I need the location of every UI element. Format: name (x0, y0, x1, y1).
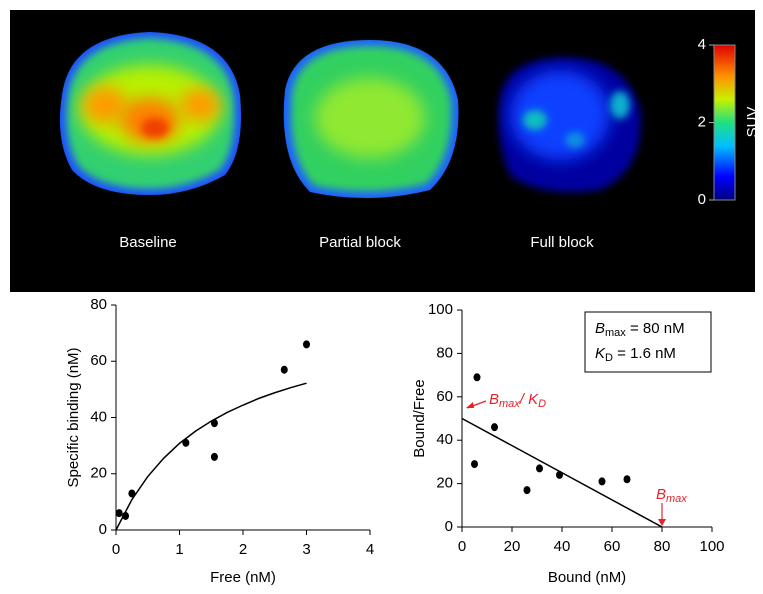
colorbar-tick-label: 4 (698, 36, 706, 53)
colorbar (713, 44, 736, 201)
y-tick-label: 80 (436, 344, 453, 361)
x-tick-label: 100 (699, 538, 724, 555)
annotation-text: B (656, 486, 666, 503)
y-tick-label: 60 (90, 352, 107, 369)
y-tick-label: 60 (436, 388, 453, 405)
arrow-head (658, 519, 666, 526)
data-point (122, 511, 130, 520)
colorbar-tick-label: 0 (698, 191, 706, 208)
annotation-text: = 80 nM (626, 320, 685, 337)
data-point (128, 489, 136, 498)
data-point (210, 419, 218, 428)
pet-image-partial (283, 40, 459, 199)
y-tick-label: 0 (445, 518, 453, 535)
subscript: D (538, 398, 546, 410)
image-label: Baseline (119, 234, 177, 251)
annotation: Bmax = 80 nM (595, 320, 685, 339)
arrow-head (466, 402, 474, 408)
x-tick-label: 0 (458, 538, 466, 555)
y-tick-label: 20 (436, 475, 453, 492)
data-point (115, 509, 123, 518)
y-tick-label: 40 (436, 431, 453, 448)
y-tick-label: 40 (90, 408, 107, 425)
subscript: max (605, 327, 626, 339)
data-point (182, 438, 190, 447)
y-axis-label: Specific binding (nM) (65, 347, 82, 487)
colorbar-label: SUV (744, 107, 761, 138)
data-point (536, 464, 543, 473)
y-tick-label: 20 (90, 465, 107, 482)
x-tick-label: 4 (366, 541, 374, 558)
image-label: Full block (530, 234, 594, 251)
annotation-text: B (595, 320, 605, 337)
annotation: Bmax/ KD (489, 391, 546, 410)
x-tick-label: 80 (654, 538, 671, 555)
data-point (623, 475, 631, 484)
x-tick-label: 0 (112, 541, 120, 558)
data-point (491, 423, 498, 432)
colorbar-tick-label: 2 (698, 113, 706, 130)
subscript: D (605, 352, 613, 364)
data-point (556, 470, 563, 479)
subscript: max (666, 493, 687, 505)
x-tick-label: 3 (302, 541, 310, 558)
fit-line (115, 382, 307, 531)
data-point (303, 340, 310, 349)
y-tick-label: 100 (428, 301, 453, 318)
x-tick-label: 1 (175, 541, 183, 558)
y-tick-label: 80 (90, 296, 107, 313)
image-label: Partial block (319, 234, 401, 251)
y-axis-label: Bound/Free (411, 379, 428, 457)
x-tick-label: 40 (554, 538, 571, 555)
annotation: Bmax (656, 486, 687, 505)
annotation-text: K (595, 345, 606, 362)
annotation-text: / K (519, 391, 539, 408)
data-point (471, 460, 478, 469)
pet-image-baseline (59, 32, 241, 195)
annotation-text: = 1.6 nM (613, 345, 676, 362)
data-point (210, 452, 218, 461)
y-tick-label: 0 (99, 521, 107, 538)
data-point (473, 373, 481, 382)
x-tick-label: 20 (504, 538, 521, 555)
pet-image-full (498, 57, 641, 193)
annotation-text: B (489, 391, 499, 408)
x-tick-label: 60 (604, 538, 621, 555)
data-point (523, 486, 531, 495)
x-tick-label: 2 (239, 541, 247, 558)
data-point (598, 477, 606, 486)
x-axis-label: Free (nM) (210, 569, 276, 586)
x-axis-label: Bound (nM) (548, 569, 626, 586)
annotation: KD = 1.6 nM (595, 345, 676, 364)
data-point (280, 365, 288, 374)
parameter-box (584, 311, 712, 373)
subscript: max (499, 398, 520, 410)
